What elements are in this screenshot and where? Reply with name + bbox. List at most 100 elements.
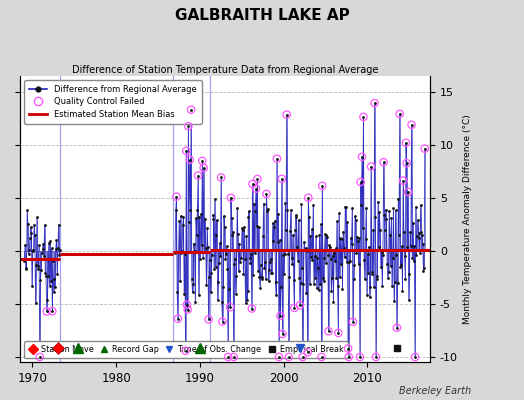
- Point: [278, 176, 286, 182]
- Point: [410, 242, 419, 249]
- Point: [211, 264, 220, 270]
- Point: [332, 275, 341, 282]
- Point: [289, 277, 298, 284]
- Point: [223, 243, 231, 250]
- Point: [369, 226, 377, 233]
- Point: [219, 318, 227, 325]
- Point: [40, 253, 48, 259]
- Point: [49, 289, 58, 295]
- Point: [183, 306, 192, 313]
- Point: [178, 248, 186, 254]
- Point: [20, 258, 29, 264]
- Point: [388, 255, 397, 261]
- Point: [204, 316, 213, 323]
- Point: [238, 225, 246, 231]
- Point: [311, 274, 320, 281]
- Point: [42, 308, 51, 315]
- Point: [318, 183, 326, 189]
- Point: [175, 218, 183, 224]
- Point: [25, 246, 34, 253]
- Point: [36, 354, 44, 360]
- Point: [269, 238, 278, 244]
- Point: [341, 254, 349, 260]
- Point: [399, 178, 407, 184]
- Point: [294, 216, 303, 223]
- Point: [290, 305, 299, 311]
- Point: [383, 260, 391, 267]
- Point: [32, 262, 40, 268]
- Point: [296, 302, 304, 308]
- Point: [337, 260, 345, 267]
- Point: [413, 232, 421, 239]
- Point: [209, 215, 217, 222]
- Point: [230, 354, 238, 360]
- Point: [211, 196, 219, 203]
- Point: [200, 248, 209, 255]
- Point: [276, 312, 285, 319]
- Point: [304, 194, 312, 201]
- Point: [379, 252, 387, 258]
- Point: [173, 316, 182, 322]
- Point: [314, 265, 322, 272]
- Point: [221, 224, 229, 231]
- Point: [214, 279, 223, 286]
- Point: [297, 280, 305, 286]
- Point: [297, 201, 305, 207]
- Point: [285, 354, 293, 360]
- Point: [421, 146, 429, 152]
- Point: [390, 298, 398, 304]
- Point: [240, 224, 248, 230]
- Point: [281, 200, 289, 207]
- Point: [290, 305, 299, 311]
- Point: [274, 238, 282, 245]
- Point: [362, 205, 370, 212]
- Point: [201, 216, 209, 222]
- Point: [251, 208, 259, 214]
- Point: [27, 224, 35, 230]
- Point: [326, 244, 334, 250]
- Point: [375, 244, 383, 250]
- Point: [411, 204, 420, 210]
- Point: [364, 270, 373, 276]
- Point: [46, 238, 54, 244]
- Point: [227, 215, 236, 222]
- Point: [402, 140, 410, 146]
- Point: [282, 112, 291, 118]
- Point: [389, 205, 398, 212]
- Point: [360, 256, 368, 263]
- Point: [401, 276, 409, 282]
- Point: [333, 218, 341, 225]
- Point: [263, 191, 271, 197]
- Point: [407, 243, 415, 250]
- Point: [38, 250, 46, 256]
- Point: [226, 304, 234, 310]
- Point: [244, 288, 252, 294]
- Point: [223, 266, 232, 272]
- Point: [232, 290, 240, 297]
- Point: [356, 354, 364, 360]
- Point: [325, 242, 333, 248]
- Point: [263, 208, 271, 214]
- Point: [179, 221, 187, 228]
- Point: [239, 271, 248, 277]
- Point: [405, 297, 413, 303]
- Point: [24, 220, 32, 227]
- Point: [320, 255, 329, 262]
- Point: [183, 302, 191, 308]
- Point: [275, 354, 283, 360]
- Point: [213, 296, 222, 303]
- Point: [200, 165, 208, 171]
- Point: [381, 226, 389, 233]
- Point: [375, 209, 384, 215]
- Point: [376, 226, 385, 233]
- Point: [339, 228, 347, 235]
- Point: [25, 251, 33, 257]
- Point: [51, 284, 59, 290]
- Point: [26, 235, 34, 242]
- Point: [48, 308, 57, 314]
- Point: [30, 221, 38, 228]
- Point: [400, 253, 409, 259]
- Point: [285, 274, 293, 280]
- Point: [255, 224, 263, 230]
- Point: [329, 299, 337, 306]
